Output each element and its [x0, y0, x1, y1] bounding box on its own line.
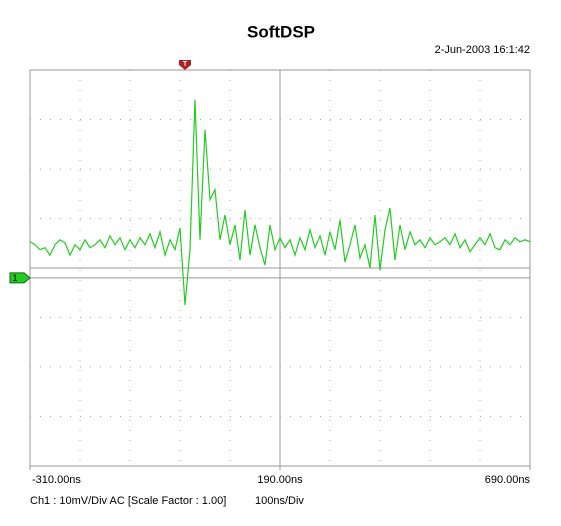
graticule: [30, 70, 530, 466]
channel-marker: [9, 272, 31, 284]
x-tick-label: -310.00ns: [32, 474, 81, 486]
trigger-marker: [179, 60, 191, 70]
timebase: 100ns/Div: [255, 495, 304, 507]
channel-info: Ch1 : 10mV/Div AC [Scale Factor : 1.00]: [30, 495, 226, 507]
channel-marker-label: 1: [12, 273, 17, 283]
trace: [29, 99, 531, 306]
timestamp: 2-Jun-2003 16:1:42: [435, 44, 530, 56]
chart-title: SoftDSP: [247, 22, 315, 41]
trigger-marker-label: T: [183, 61, 188, 68]
x-tick-label: 190.00ns: [257, 474, 303, 486]
x-tick-label: 690.00ns: [485, 474, 531, 486]
